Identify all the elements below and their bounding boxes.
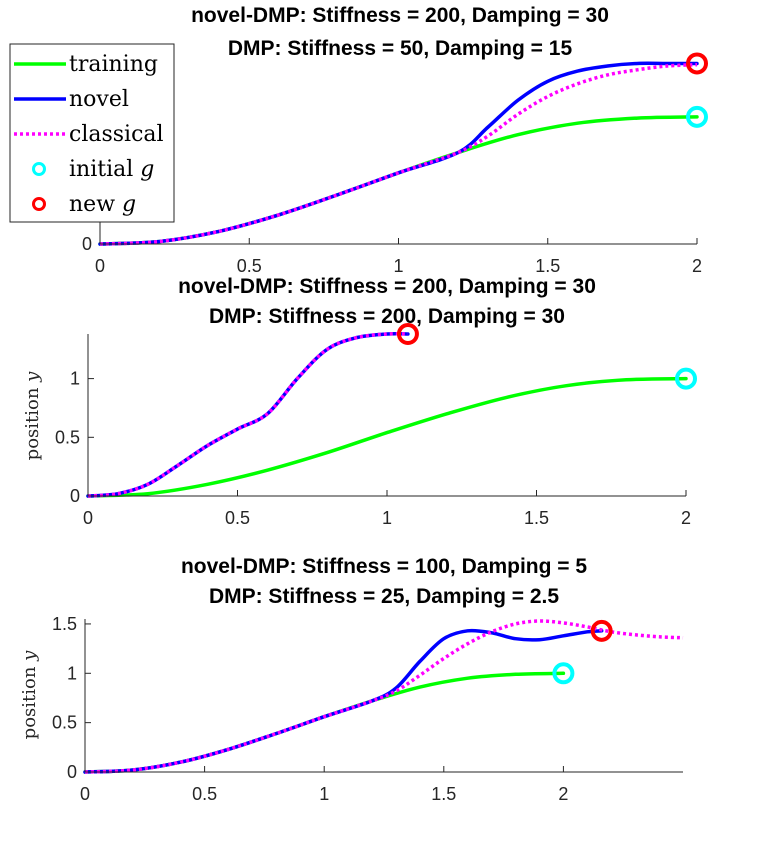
x-tick-label: 0.5: [192, 784, 217, 804]
x-tick-label: 2: [681, 508, 691, 528]
legend-entry-initial-g: initial g: [32, 157, 154, 182]
subplot-3-ylabel-var: y: [19, 650, 40, 662]
series-novel-line: [86, 331, 410, 498]
legend-label: classical: [69, 122, 164, 147]
legend: training novel classical initial g new g: [9, 43, 175, 223]
subplot-2-y-axis-label: position y: [22, 371, 43, 461]
series-training-line: [86, 376, 688, 498]
subplot-2-ylabel-var: y: [22, 371, 43, 383]
y-tick-label: 0.5: [52, 713, 77, 733]
legend-marker-initial-g: [32, 162, 46, 176]
legend-entry-classical: classical: [14, 122, 164, 147]
y-tick-label: 1: [67, 663, 77, 683]
series-novel-line: [98, 61, 699, 246]
svg-text:position y: position y: [22, 371, 43, 461]
svg-text:position y: position y: [19, 650, 40, 740]
y-tick-label: 0: [67, 762, 77, 782]
series-classical-line: [84, 619, 684, 774]
series-classical-line: [87, 331, 408, 498]
legend-label: training: [69, 52, 158, 77]
subplot-1-title-line1: novel-DMP: Stiffness = 200, Damping = 30: [191, 4, 609, 27]
x-tick-label: 0: [83, 508, 93, 528]
y-tick-label: 1.5: [52, 614, 77, 634]
legend-entry-new-g: new g: [32, 192, 136, 217]
x-tick-label: 2: [692, 256, 702, 276]
x-tick-label: 1.5: [524, 508, 549, 528]
legend-label: new g: [69, 192, 136, 217]
x-tick-label: 1: [319, 784, 329, 804]
subplot-2-title-line2: DMP: Stiffness = 200, Damping = 30: [209, 305, 565, 328]
subplot-1-title-line2: DMP: Stiffness = 50, Damping = 15: [228, 37, 573, 60]
legend-entry-training: training: [14, 52, 158, 77]
x-tick-label: 0: [80, 784, 90, 804]
subplot-2-title-line1: novel-DMP: Stiffness = 200, Damping = 30: [178, 275, 596, 298]
y-tick-label: 0: [70, 486, 80, 506]
marker-new-g: [686, 52, 708, 75]
x-tick-label: 1.5: [535, 256, 560, 276]
y-tick-label: 1: [70, 369, 80, 389]
series-training-line: [83, 671, 566, 774]
x-tick-label: 1: [393, 256, 403, 276]
subplot-2-ylabel-text: position: [22, 382, 43, 461]
subplot-3-title-line2: DMP: Stiffness = 25, Damping = 2.5: [209, 585, 559, 608]
x-tick-label: 0: [95, 256, 105, 276]
marker-new-g: [396, 323, 419, 345]
x-tick-label: 0.5: [237, 256, 262, 276]
x-tick-label: 2: [558, 784, 568, 804]
y-tick-label: 0.5: [55, 427, 80, 447]
series-training-line: [98, 115, 699, 246]
marker-initial-g: [686, 105, 708, 128]
x-tick-label: 1.5: [431, 784, 456, 804]
x-tick-label: 1: [382, 508, 392, 528]
series-classical-line: [99, 62, 698, 246]
series-novel-line: [83, 628, 604, 774]
y-tick-label: 0: [82, 234, 92, 254]
subplot-3-ylabel-text: position: [19, 661, 40, 740]
legend-box: [9, 43, 175, 223]
x-tick-label: 0.5: [225, 508, 250, 528]
legend-marker-new-g: [32, 197, 46, 211]
marker-new-g: [590, 619, 613, 642]
legend-entry-novel: novel: [14, 87, 129, 112]
marker-initial-g: [675, 367, 697, 390]
subplot-2: novel-DMP: Stiffness = 200, Damping = 30…: [22, 275, 697, 528]
subplot-3-title-line1: novel-DMP: Stiffness = 100, Damping = 5: [181, 555, 587, 578]
marker-initial-g: [552, 662, 575, 685]
legend-label: novel: [69, 87, 129, 112]
legend-label: initial g: [69, 157, 154, 182]
subplot-3: novel-DMP: Stiffness = 100, Damping = 5 …: [19, 555, 684, 804]
subplot-1: novel-DMP: Stiffness = 200, Damping = 30…: [82, 4, 708, 276]
subplot-3-y-axis-label: position y: [19, 650, 40, 740]
